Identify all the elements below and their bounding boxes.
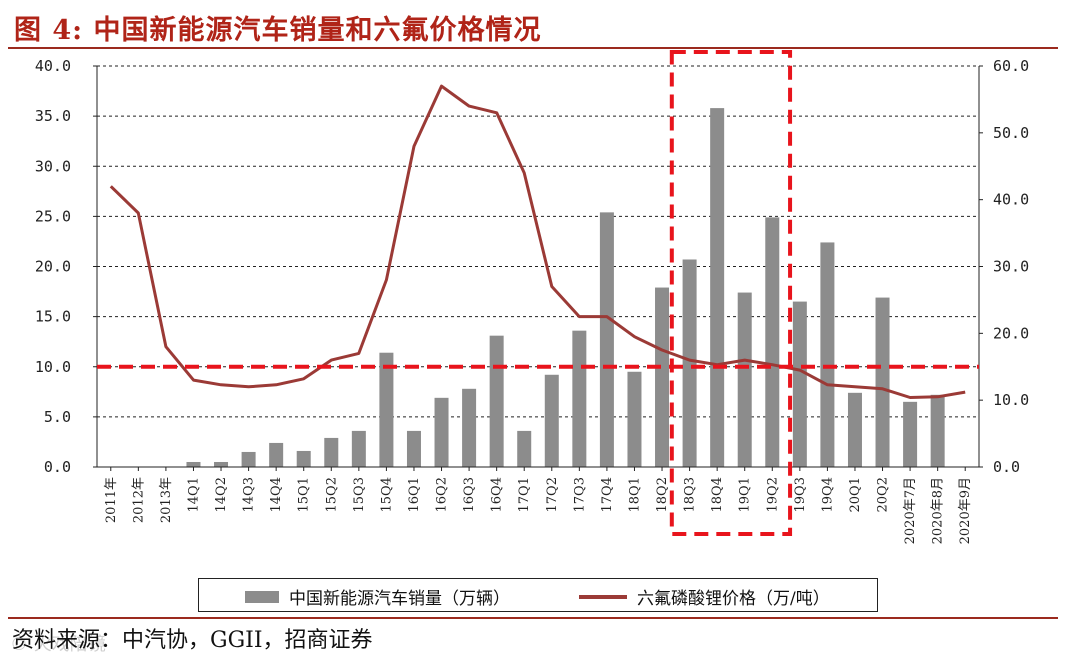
legend: 中国新能源汽车销量（万辆） 六氟磷酸锂价格（万/吨） <box>198 578 878 612</box>
x-tick-label: 2011年 <box>104 477 119 523</box>
bar-16Q4 <box>489 335 504 467</box>
right-tick-label: 40.0 <box>993 191 1029 209</box>
bar-15Q1 <box>296 450 311 467</box>
x-tick-label: 14Q1 <box>186 477 201 512</box>
bar-19Q4 <box>820 242 835 467</box>
bar-17Q1 <box>517 430 532 467</box>
x-tick-label: 16Q2 <box>435 477 450 512</box>
figure-title: 图 4: 中国新能源汽车销量和六氟价格情况 <box>14 15 542 46</box>
line-series <box>109 84 966 399</box>
x-tick-label: 15Q4 <box>379 477 394 512</box>
left-tick-label: 25.0 <box>35 207 71 225</box>
left-tick-label: 40.0 <box>35 57 71 75</box>
bar-20Q1 <box>847 392 862 467</box>
x-tick-label: 14Q3 <box>242 477 257 512</box>
x-tick-label: 2012年 <box>131 477 146 523</box>
legend-bar-label: 中国新能源汽车销量（万辆） <box>289 589 510 609</box>
bar-16Q1 <box>406 430 421 467</box>
x-tick-label: 17Q4 <box>600 477 615 512</box>
x-tick-label: 14Q4 <box>269 477 284 512</box>
bar-17Q3 <box>572 330 587 467</box>
legend-bar-swatch <box>245 590 279 603</box>
right-tick-label: 50.0 <box>993 124 1029 142</box>
left-axis-ticks: 0.0 5.0 10.0 15.0 20.0 25.0 30.0 35.0 40.0 <box>35 57 97 476</box>
x-tick-label: 18Q2 <box>655 477 670 512</box>
highlight-box <box>669 50 793 536</box>
x-tick-label: 17Q1 <box>517 477 532 512</box>
highlight-annotations <box>97 50 979 536</box>
bar-17Q2 <box>544 374 559 467</box>
bar-19Q3 <box>792 301 807 467</box>
source-note: 资料来源：中汽协，GGII，招商证券 <box>12 628 373 653</box>
x-tick-label: 2020年8月 <box>931 477 946 544</box>
bar-15Q3 <box>351 430 366 467</box>
x-tick-label: 19Q1 <box>738 477 753 512</box>
right-tick-label: 20.0 <box>993 324 1029 342</box>
x-tick-label: 19Q4 <box>820 477 835 512</box>
bar-2020年8月 <box>930 394 945 467</box>
x-tick-label: 17Q2 <box>545 477 560 512</box>
bar-series <box>186 108 945 467</box>
left-tick-label: 20.0 <box>35 258 71 276</box>
left-tick-label: 0.0 <box>44 458 71 476</box>
x-tick-label: 14Q2 <box>214 477 229 512</box>
right-tick-label: 0.0 <box>993 458 1020 476</box>
footer-rule <box>8 617 1058 619</box>
legend-line-label: 六氟磷酸锂价格（万/吨） <box>637 589 830 609</box>
bar-14Q3 <box>241 451 256 467</box>
bar-14Q4 <box>269 442 284 467</box>
x-tick-label: 16Q4 <box>490 477 505 512</box>
title-rule <box>8 47 1058 49</box>
bar-15Q2 <box>324 437 339 467</box>
x-tick-label: 15Q1 <box>297 477 312 512</box>
bar-2020年7月 <box>903 401 918 467</box>
bar-18Q1 <box>627 371 642 467</box>
bar-15Q4 <box>379 352 394 467</box>
watermark: © 火戏陪镜 <box>10 634 106 655</box>
x-axis-ticks: 2011年 2012年 2013年 14Q1 14Q2 14Q3 14Q4 15Q1 15Q2 1… <box>104 467 973 544</box>
x-tick-label: 16Q1 <box>407 477 422 512</box>
legend-item-sales: 中国新能源汽车销量（万辆） <box>245 584 510 609</box>
right-tick-label: 10.0 <box>993 391 1029 409</box>
x-tick-label: 16Q3 <box>462 477 477 512</box>
bar-18Q4 <box>710 108 725 467</box>
left-tick-label: 10.0 <box>35 358 71 376</box>
grid-lines <box>97 65 979 418</box>
left-tick-label: 5.0 <box>44 408 71 426</box>
bar-19Q1 <box>737 292 752 467</box>
x-tick-label: 20Q2 <box>876 477 891 512</box>
x-tick-label: 18Q1 <box>627 477 642 512</box>
x-tick-label: 18Q3 <box>683 477 698 512</box>
left-tick-label: 15.0 <box>35 308 71 326</box>
bar-20Q2 <box>875 297 890 467</box>
x-tick-label: 17Q3 <box>572 477 587 512</box>
left-tick-label: 35.0 <box>35 107 71 125</box>
price-line <box>109 84 966 399</box>
x-tick-label: 15Q2 <box>324 477 339 512</box>
right-tick-label: 60.0 <box>993 57 1029 75</box>
bar-18Q3 <box>682 259 697 467</box>
x-tick-label: 2020年7月 <box>903 477 918 544</box>
legend-line-swatch <box>579 594 627 599</box>
x-tick-label: 18Q4 <box>710 477 725 512</box>
right-tick-label: 30.0 <box>993 258 1029 276</box>
bar-14Q2 <box>214 461 229 467</box>
bar-19Q2 <box>765 217 780 467</box>
bar-17Q4 <box>599 212 614 467</box>
x-tick-label: 19Q3 <box>793 477 808 512</box>
x-tick-label: 2013年 <box>159 477 174 523</box>
bar-16Q3 <box>462 388 477 467</box>
x-tick-label: 2020年9月 <box>958 477 973 544</box>
x-tick-label: 20Q1 <box>848 477 863 512</box>
x-tick-label: 15Q3 <box>352 477 367 512</box>
bar-16Q2 <box>434 397 449 467</box>
bar-14Q1 <box>186 461 201 467</box>
right-axis-ticks: 0.0 10.0 20.0 30.0 40.0 50.0 60.0 <box>979 57 1029 476</box>
bar-18Q2 <box>655 287 670 467</box>
x-tick-label: 19Q2 <box>765 477 780 512</box>
legend-item-price: 六氟磷酸锂价格（万/吨） <box>579 584 830 609</box>
left-tick-label: 30.0 <box>35 157 71 175</box>
